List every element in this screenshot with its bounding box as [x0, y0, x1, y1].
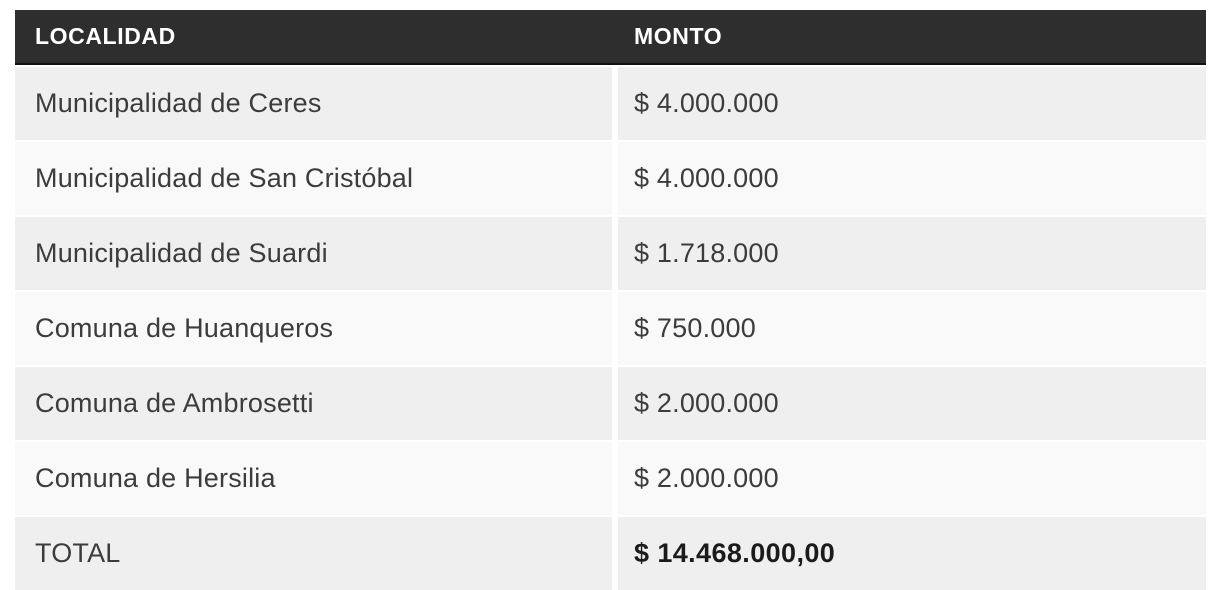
localidad-cell: Municipalidad de Suardi [15, 217, 612, 290]
localidad-cell: Comuna de Hersilia [15, 442, 612, 515]
localidad-cell: Municipalidad de Ceres [15, 67, 612, 140]
monto-cell: $ 2.000.000 [618, 442, 1206, 515]
localidad-cell: Municipalidad de San Cristóbal [15, 142, 612, 215]
table-body: Municipalidad de Ceres $ 4.000.000 Munic… [15, 67, 1206, 590]
localidad-cell: Comuna de Huanqueros [15, 292, 612, 365]
monto-cell: $ 2.000.000 [618, 367, 1206, 440]
monto-cell: $ 4.000.000 [618, 142, 1206, 215]
table-total-row: TOTAL $ 14.468.000,00 [15, 517, 1206, 590]
column-header-localidad: LOCALIDAD [35, 23, 176, 49]
table-row: Municipalidad de Ceres $ 4.000.000 [15, 67, 1206, 140]
table-row: Municipalidad de San Cristóbal $ 4.000.0… [15, 142, 1206, 215]
localidad-cell: Comuna de Ambrosetti [15, 367, 612, 440]
table-row: Municipalidad de Suardi $ 1.718.000 [15, 217, 1206, 290]
monto-cell: $ 1.718.000 [618, 217, 1206, 290]
table-row: Comuna de Huanqueros $ 750.000 [15, 292, 1206, 365]
table-header-row: LOCALIDAD MONTO [15, 10, 1206, 65]
monto-cell: $ 14.468.000,00 [618, 517, 1206, 590]
table-row: Comuna de Hersilia $ 2.000.000 [15, 442, 1206, 515]
table-row: Comuna de Ambrosetti $ 2.000.000 [15, 367, 1206, 440]
monto-cell: $ 750.000 [618, 292, 1206, 365]
monto-cell: $ 4.000.000 [618, 67, 1206, 140]
column-header-monto: MONTO [634, 23, 723, 49]
funding-table: LOCALIDAD MONTO Municipalidad de Ceres $… [15, 10, 1206, 590]
localidad-cell: TOTAL [15, 517, 612, 590]
